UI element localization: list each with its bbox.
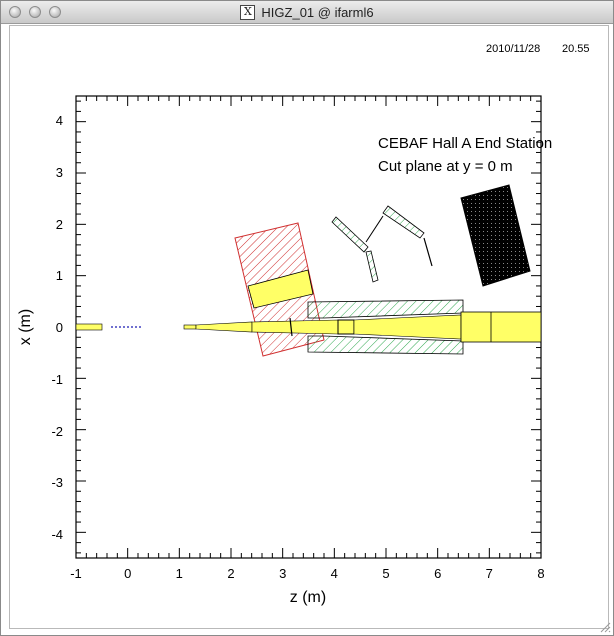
spectrometer-quad-2: [365, 250, 379, 283]
plot-svg: 2010/11/28 20.55 -1 0 1 2 3 4 5 6 7 8 4: [17, 43, 590, 606]
spectrometer-dipole: [382, 205, 425, 239]
axis-ticks: [75, 96, 542, 558]
x-tick-label: 3: [279, 566, 286, 581]
y-tick-label: -2: [51, 424, 63, 439]
minimize-button[interactable]: [29, 6, 41, 18]
zoom-button[interactable]: [49, 6, 61, 18]
x-tick-label: 2: [227, 566, 234, 581]
detector-hut: [460, 184, 531, 287]
y-tick-label: -4: [51, 527, 63, 542]
y-axis-title: x (m): [17, 309, 34, 345]
y-tick-label: 0: [56, 320, 63, 335]
window-title: HIGZ_01 @ ifarml6: [261, 4, 374, 20]
beamline-flange: [337, 319, 355, 335]
yellow-coil-insert: [247, 269, 314, 309]
x-axis-title: z (m): [290, 589, 326, 606]
beam-dump-pipe: [460, 311, 542, 343]
target-tube: [183, 324, 197, 330]
y-tick-label: 2: [56, 217, 63, 232]
plot-canvas: 2010/11/28 20.55 -1 0 1 2 3 4 5 6 7 8 4: [9, 25, 609, 629]
green-shield-bottom: [307, 335, 464, 355]
timestamp-date: 2010/11/28: [486, 43, 540, 55]
x11-icon: X: [240, 4, 256, 20]
close-button[interactable]: [9, 6, 21, 18]
target-marker: [289, 317, 293, 337]
y-tick-label: 4: [56, 113, 63, 128]
annotation-cut-plane: Cut plane at y = 0 m: [378, 158, 513, 175]
x-tick-label: 6: [434, 566, 441, 581]
y-tick-label: -1: [51, 372, 63, 387]
green-shield-top: [307, 299, 464, 319]
resize-grip-icon[interactable]: [599, 621, 611, 633]
x-tick-label: 5: [382, 566, 389, 581]
timestamp-time: 20.55: [562, 43, 590, 55]
upstream-beampipe: [75, 323, 103, 331]
x-tick-label: 8: [537, 566, 544, 581]
title-bar[interactable]: X HIGZ_01 @ ifarml6: [1, 1, 613, 24]
spectrometer-beam-ray: [365, 215, 384, 243]
spectrometer-quad-1: [331, 216, 369, 253]
beamline-center: [251, 319, 339, 335]
x-tick-label: -1: [70, 566, 82, 581]
y-tick-label: 3: [56, 165, 63, 180]
annotation-title: CEBAF Hall A End Station: [378, 135, 552, 152]
beam-cone: [195, 321, 253, 333]
x-tick-label: 7: [486, 566, 493, 581]
x-tick-label: 1: [176, 566, 183, 581]
beamline-downstream: [353, 314, 462, 340]
y-tick-label: -3: [51, 475, 63, 490]
spectrometer-exit-ray: [423, 237, 433, 267]
x-tick-label: 4: [331, 566, 338, 581]
x-tick-label: 0: [124, 566, 131, 581]
y-tick-label: 1: [56, 268, 63, 283]
